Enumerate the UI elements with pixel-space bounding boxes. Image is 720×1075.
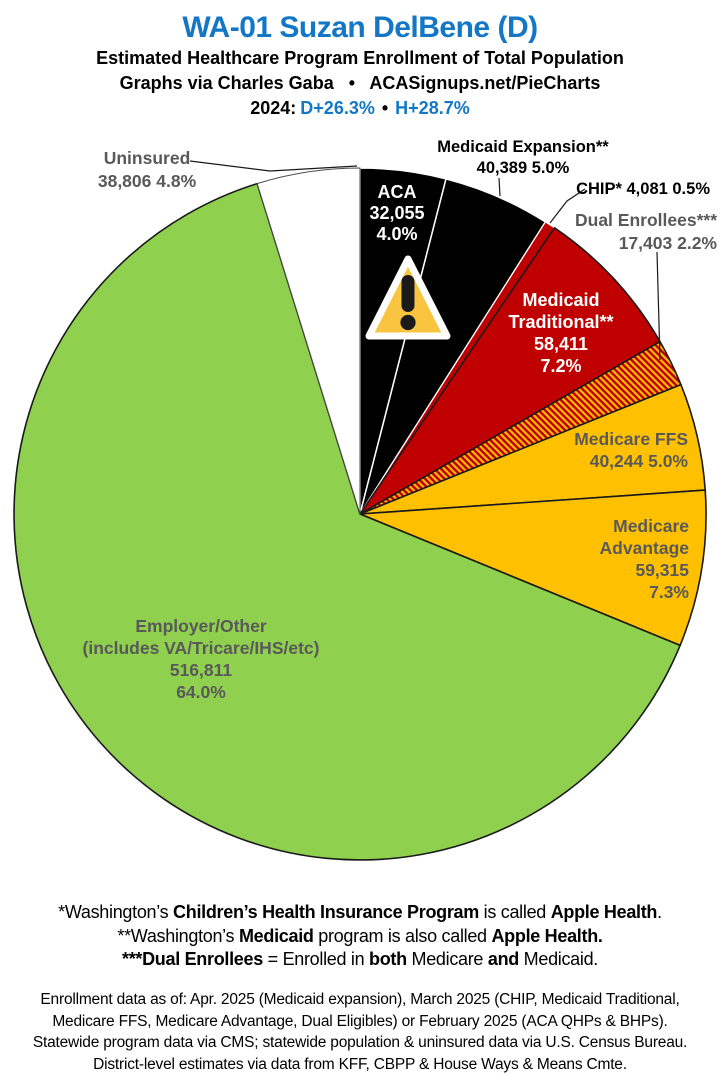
bullet-separator: • bbox=[382, 98, 388, 118]
year-label: 2024: bbox=[250, 98, 296, 118]
dem-margin-value: D+26.3% bbox=[300, 98, 375, 118]
warning-exclamation-bar bbox=[402, 275, 415, 312]
chart-header: WA-01 Suzan DelBene (D) Estimated Health… bbox=[0, 0, 720, 121]
footnote-line: ***Dual Enrollees = Enrolled in both Med… bbox=[0, 948, 720, 972]
pie-slices bbox=[14, 168, 706, 860]
footnote-line: *Washington’s Children’s Health Insuranc… bbox=[0, 901, 720, 925]
label-chip: CHIP* 4,081 0.5% bbox=[576, 180, 710, 198]
subtitle-line1: Estimated Healthcare Program Enrollment … bbox=[0, 46, 720, 71]
source-line-2: Medicare FFS, Medicare Advantage, Dual E… bbox=[0, 1011, 720, 1033]
page-title: WA-01 Suzan DelBene (D) bbox=[0, 10, 720, 46]
warning-exclamation-dot bbox=[400, 315, 415, 330]
source-line-4: District-level estimates via data from K… bbox=[0, 1054, 720, 1075]
subtitle-partisan-lean: 2024:D+26.3% • H+28.7% bbox=[0, 96, 720, 121]
source-line-3: Statewide program data via CMS; statewid… bbox=[0, 1032, 720, 1054]
label-medicaid-expansion: Medicaid Expansion**40,389 5.0% bbox=[437, 138, 609, 177]
label-dual-enrollees: Dual Enrollees***17,403 2.2% bbox=[575, 210, 717, 253]
footnotes: *Washington’s Children’s Health Insuranc… bbox=[0, 901, 720, 972]
footnote-line: **Washington’s Medicaid program is also … bbox=[0, 925, 720, 949]
house-margin-value: H+28.7% bbox=[395, 98, 470, 118]
medicaid-expansion-leader bbox=[499, 178, 500, 196]
data-sources-note: Enrollment data as of: Apr. 2025 (Medica… bbox=[0, 989, 720, 1075]
source-line-1: Enrollment data as of: Apr. 2025 (Medica… bbox=[0, 989, 720, 1011]
subtitle-line2: Graphs via Charles Gaba • ACASignups.net… bbox=[0, 71, 720, 96]
